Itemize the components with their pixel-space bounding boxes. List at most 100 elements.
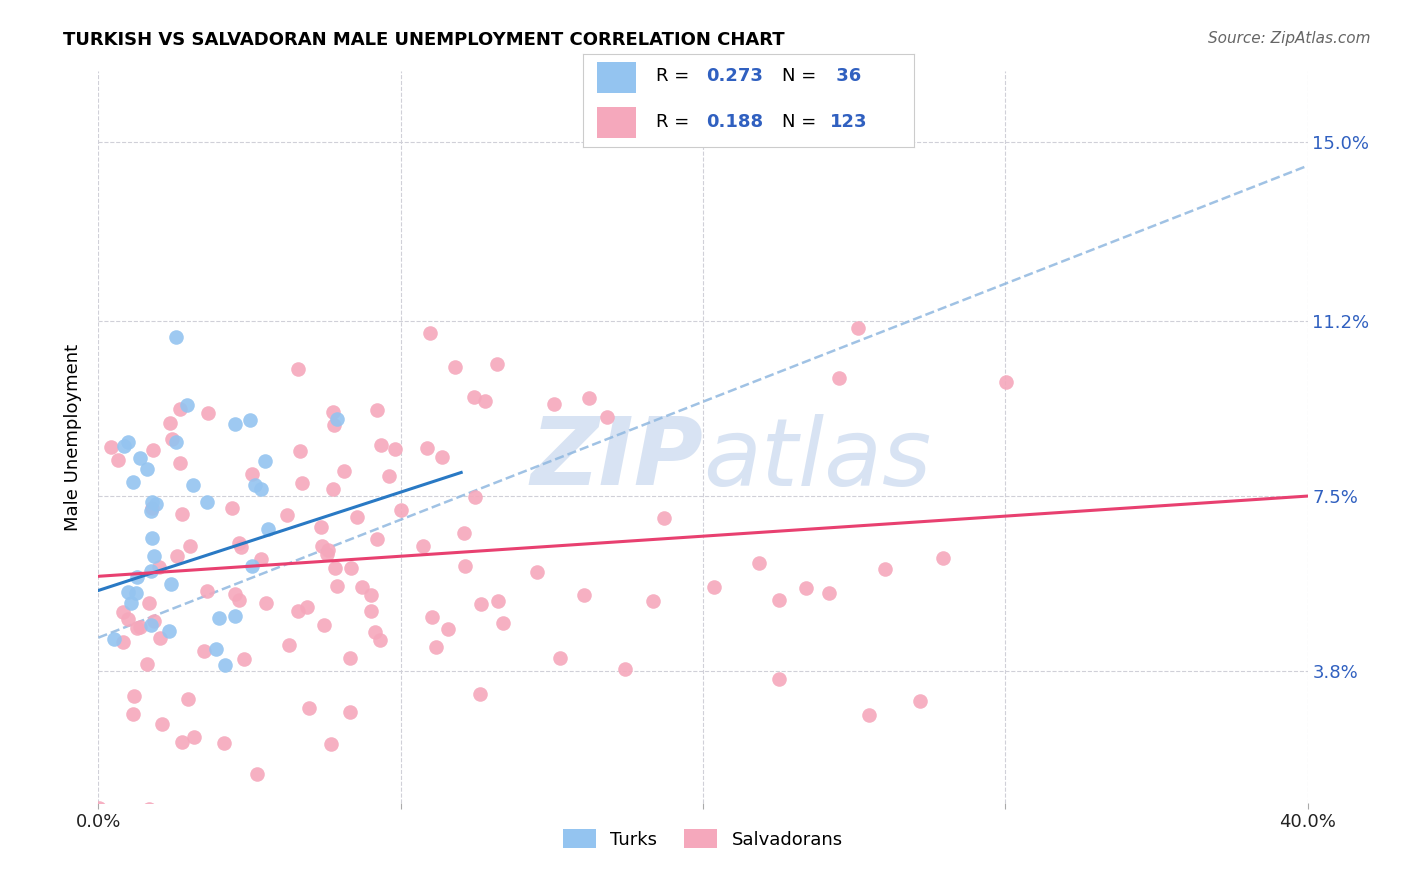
Point [112, 439, 135, 453]
Legend: Turks, Salvadorans: Turks, Salvadorans [557, 822, 849, 856]
Point [135, 462, 157, 476]
Point [818, 586, 841, 600]
Point [250, 552, 273, 566]
Point [858, 708, 880, 723]
Point [243, 478, 266, 492]
Point [287, 604, 309, 618]
Point [794, 581, 817, 595]
Point [177, 691, 200, 706]
Point [197, 406, 219, 420]
FancyBboxPatch shape [596, 62, 637, 93]
Point [488, 819, 510, 833]
Point [339, 651, 361, 665]
Text: N =: N = [782, 68, 821, 86]
Point [157, 624, 180, 639]
Point [463, 390, 485, 404]
Point [768, 593, 790, 607]
Point [170, 735, 193, 749]
Point [304, 809, 326, 823]
Text: N =: N = [782, 113, 821, 131]
Point [122, 689, 145, 703]
Point [468, 687, 491, 701]
Point [291, 475, 314, 490]
Point [311, 539, 333, 553]
Point [768, 672, 790, 686]
Point [214, 736, 236, 750]
Point [443, 360, 465, 375]
Point [370, 437, 392, 451]
Point [295, 600, 318, 615]
Text: R =: R = [657, 113, 695, 131]
Point [464, 490, 486, 504]
FancyBboxPatch shape [596, 107, 637, 138]
Point [141, 564, 163, 578]
Point [322, 418, 344, 433]
Point [526, 566, 548, 580]
Point [141, 501, 163, 516]
Point [470, 597, 492, 611]
Point [828, 371, 851, 385]
Point [136, 657, 159, 671]
Point [240, 467, 263, 481]
Point [162, 432, 184, 446]
Point [366, 532, 388, 546]
Point [703, 580, 725, 594]
Point [183, 730, 205, 744]
Point [360, 588, 382, 602]
Point [932, 551, 955, 566]
Point [453, 525, 475, 540]
Point [202, 818, 225, 832]
Point [170, 508, 193, 522]
Point [415, 442, 437, 456]
Point [389, 503, 412, 517]
Point [319, 737, 342, 751]
Point [322, 405, 344, 419]
Point [368, 632, 391, 647]
Point [278, 638, 301, 652]
Point [486, 593, 509, 607]
Point [117, 434, 139, 449]
Point [165, 434, 187, 449]
Point [112, 635, 135, 649]
Text: ZIP: ZIP [530, 413, 703, 505]
Point [613, 662, 636, 676]
Point [288, 444, 311, 458]
Text: 123: 123 [830, 113, 868, 131]
Point [578, 392, 600, 406]
Point [125, 570, 148, 584]
Point [287, 362, 309, 376]
Point [326, 579, 349, 593]
Point [474, 394, 496, 409]
Text: atlas: atlas [703, 414, 931, 505]
Point [873, 562, 896, 576]
Point [179, 539, 201, 553]
Point [183, 478, 205, 492]
Point [139, 618, 162, 632]
Point [195, 584, 218, 599]
Point [239, 413, 262, 427]
Point [350, 580, 373, 594]
Point [994, 375, 1017, 389]
Point [254, 454, 277, 468]
Point [117, 584, 139, 599]
Point [103, 632, 125, 646]
Point [453, 558, 475, 573]
Point [346, 509, 368, 524]
Point [221, 501, 243, 516]
Point [231, 540, 253, 554]
Point [543, 397, 565, 411]
Point [748, 556, 770, 570]
Point [193, 644, 215, 658]
Point [298, 701, 321, 715]
Text: 0.188: 0.188 [706, 113, 763, 131]
Point [160, 577, 183, 591]
Point [149, 631, 172, 645]
Point [138, 596, 160, 610]
Point [419, 326, 441, 340]
Text: 0.273: 0.273 [706, 68, 762, 86]
Point [129, 620, 152, 634]
Point [107, 452, 129, 467]
Point [246, 767, 269, 781]
Point [250, 482, 273, 496]
Point [120, 596, 142, 610]
